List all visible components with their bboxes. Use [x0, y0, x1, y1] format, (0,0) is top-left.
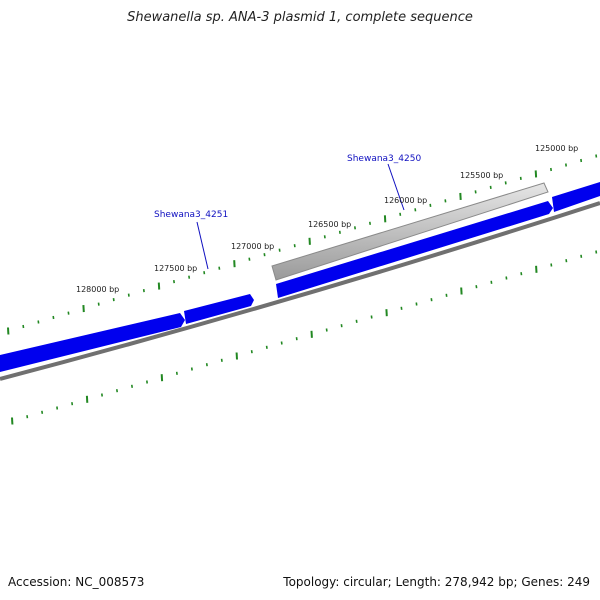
gene-label-shewana3-4251[interactable]: Shewana3_4251 [154, 210, 228, 220]
gene-label-shewana3-4250[interactable]: Shewana3_4250 [347, 154, 421, 164]
tick-label: 125500 bp [460, 171, 503, 180]
map-title: Shewanella sp. ANA-3 plasmid 1, complete… [127, 10, 473, 25]
tick-label: 126500 bp [308, 220, 351, 229]
gene-arrow[interactable] [0, 313, 185, 372]
tick-label: 127000 bp [231, 242, 274, 251]
accession-label: Accession: NC_008573 [8, 575, 145, 589]
tick-label: 127500 bp [154, 264, 197, 273]
gene-arrow[interactable] [276, 201, 553, 298]
gene-label-leader [196, 221, 209, 270]
grey-gene-arrow[interactable] [271, 182, 549, 281]
tick-label: 125000 bp [535, 144, 578, 153]
backbone-line [0, 201, 600, 381]
gene-label-leader [387, 163, 405, 211]
outer-tick-ring [7, 154, 598, 335]
topology-summary: Topology: circular; Length: 278,942 bp; … [283, 575, 590, 589]
tick-label: 128000 bp [76, 285, 119, 294]
tick-label: 126000 bp [384, 196, 427, 205]
gene-arrow[interactable] [552, 182, 600, 212]
gene-arrow[interactable] [184, 294, 254, 324]
inner-tick-ring [11, 250, 598, 425]
